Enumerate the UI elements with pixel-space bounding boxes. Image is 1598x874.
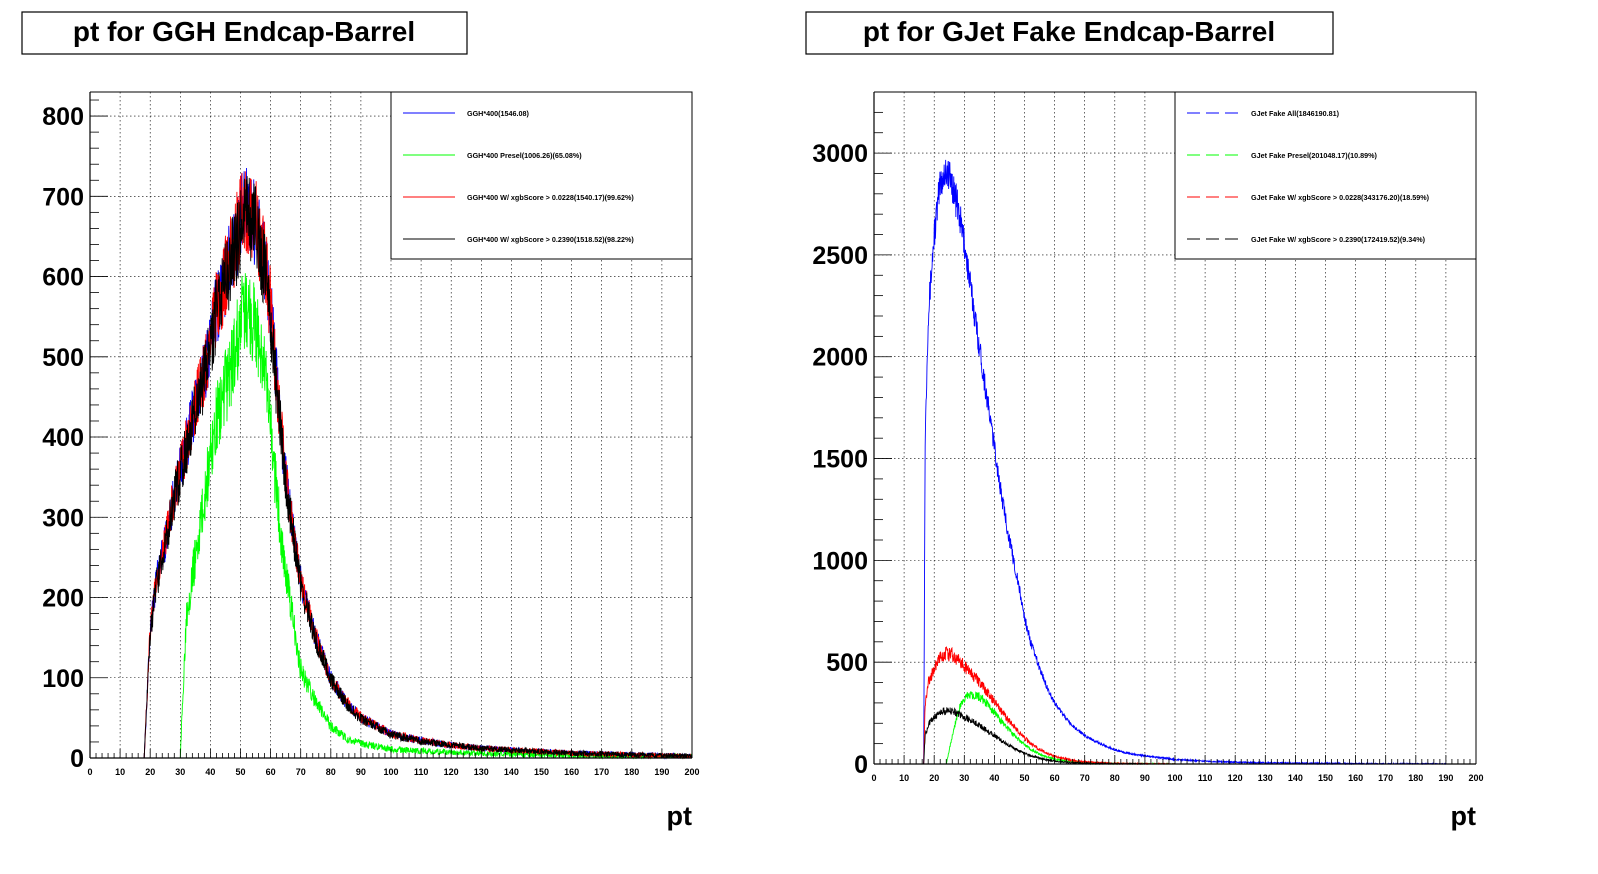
y-tick-label: 600 bbox=[42, 264, 84, 292]
x-tick-label: 170 bbox=[594, 767, 609, 777]
x-tick-label: 80 bbox=[1110, 773, 1120, 783]
x-axis-label: pt bbox=[1451, 801, 1476, 831]
x-tick-label: 130 bbox=[1258, 773, 1273, 783]
y-tick-label: 400 bbox=[42, 424, 84, 452]
x-tick-label: 170 bbox=[1378, 773, 1393, 783]
x-tick-label: 160 bbox=[1348, 773, 1363, 783]
x-tick-label: 10 bbox=[115, 767, 125, 777]
legend-label: GJet Fake All(1846190.81) bbox=[1251, 109, 1340, 118]
series-line bbox=[923, 645, 1476, 766]
y-tick-label: 500 bbox=[826, 649, 868, 677]
x-tick-label: 30 bbox=[175, 767, 185, 777]
x-tick-label: 80 bbox=[326, 767, 336, 777]
x-tick-label: 160 bbox=[564, 767, 579, 777]
legend-label: GGH*400 W/ xgbScore > 0.0228(1540.17)(99… bbox=[467, 193, 634, 202]
x-tick-label: 140 bbox=[504, 767, 519, 777]
y-tick-label: 2000 bbox=[812, 344, 868, 372]
x-tick-label: 120 bbox=[444, 767, 459, 777]
x-tick-label: 40 bbox=[205, 767, 215, 777]
x-tick-label: 70 bbox=[296, 767, 306, 777]
x-tick-label: 50 bbox=[1019, 773, 1029, 783]
legend-box bbox=[1174, 91, 1477, 260]
x-tick-label: 100 bbox=[383, 767, 398, 777]
chart-gjet: pt for GJet Fake Endcap-Barrel pt 0 10 20 3… bbox=[805, 11, 1484, 831]
x-tick-label: 50 bbox=[235, 767, 245, 777]
chart-ggh: pt for GGH Endcap-Barrel pt 0 10 20 30 40 50 6… bbox=[21, 11, 700, 831]
y-tick-label: 0 bbox=[854, 751, 868, 779]
x-tick-label: 200 bbox=[684, 767, 699, 777]
legend-box bbox=[390, 91, 693, 260]
chart-title: pt for GJet Fake Endcap-Barrel bbox=[863, 16, 1275, 47]
legend-label: GGH*400 Presel(1006.26)(65.08%) bbox=[467, 151, 582, 160]
x-axis-label: pt bbox=[667, 801, 692, 831]
y-tick-label: 2500 bbox=[812, 242, 868, 270]
legend: GJet Fake All(1846190.81) GJet Fake Prese… bbox=[1174, 91, 1477, 260]
x-tick-label: 40 bbox=[989, 773, 999, 783]
legend: GGH*400(1546.08) GGH*400 Presel(1006.26)(… bbox=[390, 91, 693, 260]
x-tick-label: 190 bbox=[654, 767, 669, 777]
y-tick-label: 0 bbox=[70, 745, 84, 773]
x-tick-label: 130 bbox=[474, 767, 489, 777]
legend-label: GJet Fake Presel(201048.17)(10.89%) bbox=[1251, 151, 1377, 160]
series-line bbox=[923, 707, 1476, 766]
x-tick-label: 150 bbox=[534, 767, 549, 777]
y-tick-label: 1500 bbox=[812, 446, 868, 474]
legend-label: GJet Fake W/ xgbScore > 0.0228(343176.20… bbox=[1251, 193, 1430, 202]
y-tick-label: 500 bbox=[42, 344, 84, 372]
series-line bbox=[141, 176, 693, 760]
x-tick-label: 0 bbox=[87, 767, 92, 777]
x-tick-label: 200 bbox=[1468, 773, 1483, 783]
legend-label: GJet Fake W/ xgbScore > 0.2390(172419.52… bbox=[1251, 235, 1426, 244]
y-tick-label: 200 bbox=[42, 585, 84, 613]
x-tick-label: 90 bbox=[1140, 773, 1150, 783]
y-tick-label: 300 bbox=[42, 504, 84, 532]
x-tick-label: 190 bbox=[1438, 773, 1453, 783]
series-line bbox=[141, 273, 693, 760]
x-tick-label: 120 bbox=[1228, 773, 1243, 783]
x-tick-label: 0 bbox=[871, 773, 876, 783]
x-tick-label: 90 bbox=[356, 767, 366, 777]
series-line bbox=[923, 691, 1476, 766]
chart-title: pt for GGH Endcap-Barrel bbox=[73, 16, 415, 47]
x-tick-label: 110 bbox=[414, 767, 429, 777]
y-tick-label: 100 bbox=[42, 665, 84, 693]
title-box bbox=[21, 11, 468, 55]
legend-label: GGH*400 W/ xgbScore > 0.2390(1518.52)(98… bbox=[467, 235, 634, 244]
x-tick-label: 20 bbox=[145, 767, 155, 777]
x-tick-label: 110 bbox=[1198, 773, 1213, 783]
y-tick-label: 3000 bbox=[812, 140, 868, 168]
y-tick-label: 700 bbox=[42, 183, 84, 211]
x-tick-label: 20 bbox=[929, 773, 939, 783]
x-tick-label: 180 bbox=[624, 767, 639, 777]
x-tick-label: 60 bbox=[1050, 773, 1060, 783]
x-tick-label: 30 bbox=[959, 773, 969, 783]
x-tick-label: 100 bbox=[1167, 773, 1182, 783]
title-box bbox=[805, 11, 1334, 55]
x-tick-label: 150 bbox=[1318, 773, 1333, 783]
y-tick-label: 800 bbox=[42, 103, 84, 131]
x-tick-label: 10 bbox=[899, 773, 909, 783]
legend-label: GGH*400(1546.08) bbox=[467, 109, 530, 118]
x-tick-label: 140 bbox=[1288, 773, 1303, 783]
x-tick-label: 70 bbox=[1080, 773, 1090, 783]
x-tick-label: 60 bbox=[266, 767, 276, 777]
y-tick-label: 1000 bbox=[812, 547, 868, 575]
x-tick-label: 180 bbox=[1408, 773, 1423, 783]
